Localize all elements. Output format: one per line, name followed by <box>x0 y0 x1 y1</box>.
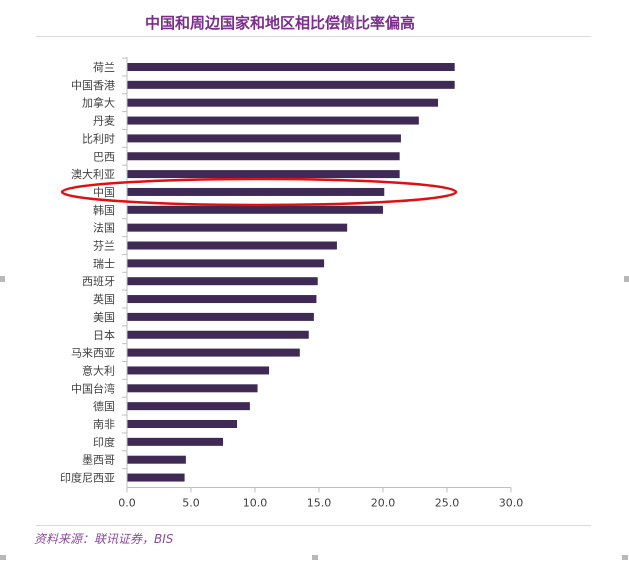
bar <box>127 80 455 89</box>
x-tick-label: 30.0 <box>499 497 524 510</box>
category-label: 澳大利亚 <box>71 167 115 181</box>
bar <box>127 116 419 125</box>
category-label: 印度 <box>93 435 115 449</box>
category-label: 马来西亚 <box>71 347 115 360</box>
bar <box>127 277 318 286</box>
category-label: 日本 <box>93 328 115 342</box>
bar <box>127 152 400 161</box>
bar <box>127 205 383 214</box>
bar <box>127 223 348 232</box>
highlight-ellipse <box>60 177 458 207</box>
category-label: 西班牙 <box>82 275 115 288</box>
frame-handle-left <box>0 276 5 282</box>
category-label: 丹麦 <box>93 115 115 128</box>
category-label: 比利时 <box>82 132 115 145</box>
frame-handle-bottom-right <box>622 555 628 560</box>
frame-handle-bottom-center <box>312 555 318 560</box>
bar <box>127 187 385 196</box>
chart-title: 中国和周边国家和地区相比偿债比率偏高 <box>144 14 415 32</box>
category-label: 巴西 <box>93 150 115 163</box>
category-labels: 荷兰中国香港加拿大丹麦比利时巴西澳大利亚中国韩国法国芬兰瑞士西班牙英国美国日本马… <box>60 61 115 485</box>
highlight-ellipse-shape <box>60 177 458 207</box>
x-tick-label: 15.0 <box>307 497 332 510</box>
category-label: 意大利 <box>82 363 115 377</box>
source-note: 资料来源：联讯证券，BIS <box>34 532 174 546</box>
bar <box>127 295 317 304</box>
source-divider <box>36 525 591 526</box>
bar <box>127 437 223 446</box>
bar <box>127 98 439 107</box>
category-label: 加拿大 <box>82 96 115 110</box>
bar <box>127 259 325 268</box>
bar <box>127 241 337 250</box>
bar <box>127 455 186 464</box>
x-tick-label: 20.0 <box>371 497 396 510</box>
bar <box>127 384 258 393</box>
category-label: 南非 <box>93 418 115 431</box>
bar <box>127 170 400 179</box>
category-label: 法国 <box>93 221 115 235</box>
category-label: 瑞士 <box>93 256 115 270</box>
category-label: 中国 <box>93 186 115 199</box>
bar <box>127 134 401 143</box>
x-tick-label: 5.0 <box>182 497 200 510</box>
bar <box>127 473 185 482</box>
bar <box>127 420 238 428</box>
bar <box>127 348 300 357</box>
title-divider <box>36 36 591 37</box>
category-label: 荷兰 <box>93 61 115 74</box>
category-label: 英国 <box>93 292 115 306</box>
bar <box>127 366 270 375</box>
x-axis: 0.0 5.0 10.0 15.0 20.0 25.0 30.0 <box>118 57 523 510</box>
x-tick-label: 0.0 <box>118 497 136 510</box>
frame-handle-right <box>624 276 629 282</box>
frame-handle-bottom-left <box>0 555 6 560</box>
category-label: 墨西哥 <box>82 454 115 467</box>
category-label: 印度尼西亚 <box>60 471 115 485</box>
category-label: 美国 <box>93 311 115 324</box>
category-label: 韩国 <box>93 203 115 217</box>
category-label: 芬兰 <box>93 240 115 253</box>
bars <box>127 63 455 482</box>
bar <box>127 63 455 71</box>
x-tick-label: 10.0 <box>243 497 268 510</box>
bar <box>127 312 314 321</box>
x-tick-label: 25.0 <box>435 497 460 510</box>
category-label: 中国台湾 <box>71 381 115 395</box>
bar <box>127 402 250 411</box>
bar <box>127 330 309 339</box>
category-label: 德国 <box>93 399 115 413</box>
category-label: 中国香港 <box>71 79 115 92</box>
